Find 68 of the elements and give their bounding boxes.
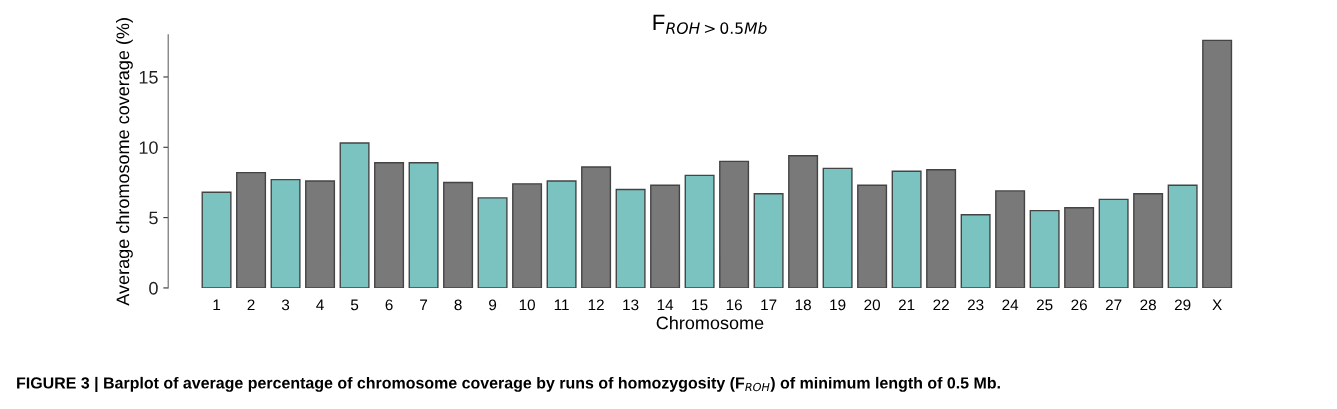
bar (305, 180, 336, 288)
x-tick-label: X (1212, 299, 1222, 311)
x-tick-label: 28 (1140, 299, 1156, 311)
x-tick-label: 21 (898, 299, 915, 311)
x-tick-label: 4 (316, 299, 324, 311)
x-tick-label: 22 (933, 299, 949, 311)
x-tick-label: 27 (1105, 299, 1122, 311)
bar (926, 169, 957, 288)
y-tick-label: 0 (149, 281, 158, 295)
bar (615, 188, 646, 288)
bar (1029, 209, 1060, 288)
x-tick-label: 2 (247, 299, 255, 311)
x-tick-label: 13 (623, 299, 639, 311)
y-axis-title: Average chromosome coverage (%) (116, 18, 133, 306)
x-tick-label: 24 (1002, 299, 1019, 311)
x-tick-label: 26 (1071, 299, 1087, 311)
bar (236, 171, 267, 288)
bar (339, 142, 370, 288)
bar (1167, 184, 1198, 288)
x-tick-label: 25 (1036, 299, 1053, 311)
x-tick-label: 29 (1174, 299, 1191, 311)
y-tick-label: 10 (139, 141, 158, 155)
bar (857, 184, 888, 288)
bar (822, 167, 853, 288)
x-tick-label: 14 (657, 299, 674, 311)
bar (477, 197, 508, 288)
x-tick-label: 12 (588, 299, 604, 311)
x-tick-label: 19 (830, 299, 846, 311)
y-tick-label: 15 (139, 71, 158, 84)
bar (960, 214, 991, 288)
bar (788, 155, 819, 288)
x-tick-label: 9 (489, 299, 497, 311)
x-axis-title: Chromosome (656, 316, 764, 330)
bar (546, 180, 577, 288)
bar (650, 184, 681, 288)
x-tick-label: 11 (554, 299, 569, 311)
x-tick-label: 8 (454, 299, 462, 311)
bar (1133, 193, 1164, 288)
x-tick-label: 17 (761, 299, 777, 311)
x-tick-label: 10 (519, 299, 535, 311)
bar (270, 178, 301, 288)
x-tick-label: 18 (795, 299, 811, 311)
x-tick-label: 16 (726, 299, 742, 311)
bar (443, 181, 474, 288)
x-tick-label: 1 (213, 299, 221, 311)
bar (512, 183, 543, 288)
bar (891, 170, 922, 288)
bar (1098, 198, 1129, 288)
x-tick-label: 3 (281, 299, 290, 311)
bar (684, 174, 715, 288)
chart-title: F$_{ROH>0.5Mb}$ (653, 14, 767, 34)
y-tick-label: 5 (149, 211, 158, 225)
bar (201, 191, 232, 288)
x-tick-label: 6 (385, 299, 393, 311)
bar (1064, 207, 1095, 288)
bar (719, 160, 750, 288)
x-tick-label: 23 (967, 299, 984, 311)
bar (995, 190, 1026, 288)
x-tick-label: 7 (420, 299, 428, 311)
bar (374, 162, 405, 288)
x-tick-label: 5 (350, 299, 359, 311)
x-tick-label: 20 (864, 299, 881, 311)
caption: FIGURE 3 | Barplot of average percentage of chromosome coverage by runs of homozygosity (F$_{ROH}$) of minimum length of 0.5 Mb. (17, 376, 1000, 393)
bar (1202, 39, 1233, 288)
bar (753, 193, 784, 288)
bar (408, 162, 439, 288)
x-tick-label: 15 (692, 299, 708, 311)
bar (581, 166, 612, 288)
